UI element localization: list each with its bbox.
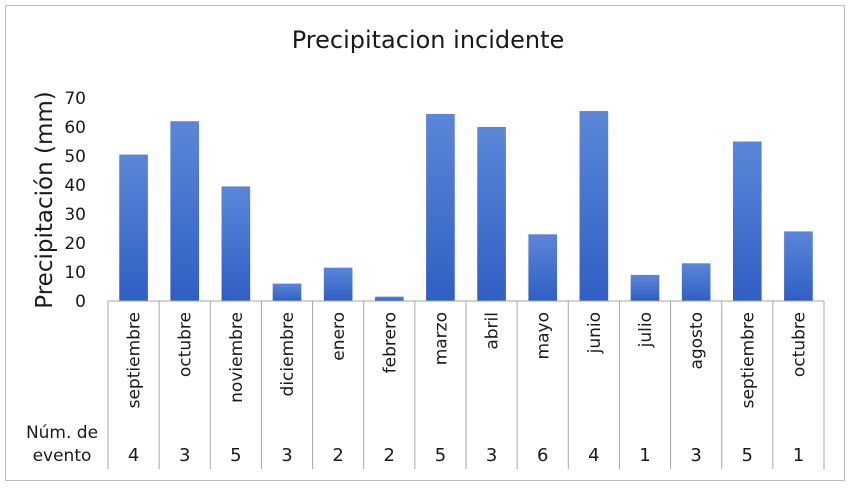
y-tick-label: 70	[64, 89, 86, 109]
bar	[732, 141, 762, 301]
category-label: abril	[483, 312, 503, 350]
y-axis-label: Precipitación (mm)	[32, 91, 58, 308]
bar	[119, 154, 148, 301]
bar	[272, 283, 302, 301]
bar	[221, 186, 251, 301]
category-label: julio	[636, 312, 656, 348]
event-count: 3	[281, 445, 292, 466]
event-row-label-line2: evento	[33, 446, 92, 466]
event-count: 1	[793, 445, 804, 466]
event-count: 3	[486, 445, 497, 466]
bar	[630, 274, 660, 301]
bar	[170, 121, 200, 301]
category-label: septiembre	[125, 312, 145, 408]
category-label: febrero	[380, 312, 400, 373]
category-label: octubre	[789, 312, 809, 377]
bar	[579, 111, 609, 301]
y-tick-label: 0	[75, 292, 86, 312]
bar	[477, 127, 506, 301]
event-count: 4	[588, 445, 599, 466]
category-label: marzo	[431, 312, 451, 365]
y-axis-ticks: 0 10 20 30 40 50 60 70	[64, 89, 86, 312]
bars-group	[119, 111, 813, 301]
y-tick-label: 60	[64, 118, 86, 138]
event-count: 3	[690, 445, 701, 466]
bar	[681, 263, 711, 301]
event-count: 5	[230, 445, 241, 466]
event-count: 4	[128, 445, 139, 466]
category-label: mayo	[534, 312, 554, 359]
bar	[323, 267, 353, 301]
event-row-label-line1: Núm. de	[26, 423, 98, 443]
category-label: septiembre	[738, 312, 758, 408]
chart-title: Precipitacion incidente	[292, 26, 565, 54]
event-count: 5	[435, 445, 446, 466]
bar	[784, 231, 813, 301]
event-count: 6	[537, 445, 548, 466]
category-label: diciembre	[278, 312, 298, 396]
y-tick-label: 30	[64, 205, 86, 225]
category-label: noviembre	[227, 312, 247, 403]
y-tick-label: 50	[64, 147, 86, 167]
event-count: 5	[742, 445, 753, 466]
category-label: agosto	[687, 312, 707, 370]
event-count: 1	[639, 445, 650, 466]
bar	[374, 296, 404, 301]
category-label: junio	[585, 312, 605, 354]
y-tick-label: 10	[64, 263, 86, 283]
bar	[426, 113, 455, 301]
category-label: enero	[329, 312, 349, 361]
y-tick-label: 20	[64, 234, 86, 254]
bar	[528, 234, 558, 301]
category-label: octubre	[176, 312, 196, 377]
category-table: septiembre octubre noviembre diciembre enero…	[107, 300, 825, 469]
event-count: 3	[179, 445, 190, 466]
y-tick-label: 40	[64, 176, 86, 196]
chart-frame	[5, 5, 845, 481]
event-count: 2	[384, 445, 395, 466]
event-count: 2	[332, 445, 343, 466]
